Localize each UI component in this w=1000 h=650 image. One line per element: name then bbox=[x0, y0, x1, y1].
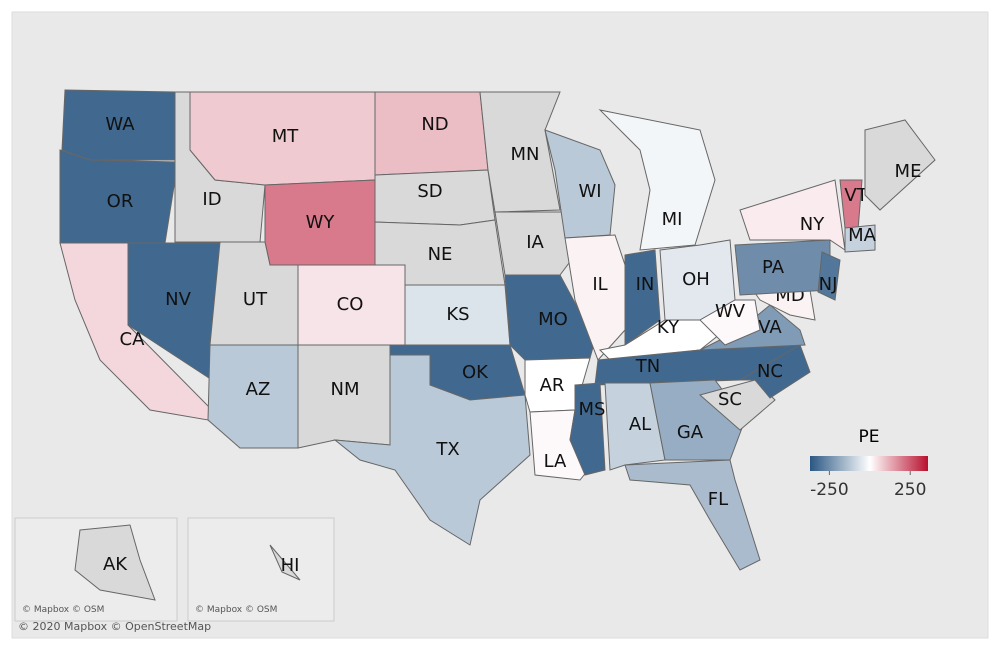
state bbox=[817, 251, 841, 301]
state-label: PA bbox=[762, 257, 785, 278]
state-label: KY bbox=[657, 317, 680, 338]
state-label: NJ bbox=[819, 274, 838, 295]
state bbox=[739, 179, 846, 252]
state-label: TN bbox=[635, 356, 660, 377]
state bbox=[699, 299, 761, 346]
state bbox=[269, 544, 301, 581]
state-label: MI bbox=[662, 209, 683, 230]
state bbox=[74, 524, 156, 601]
hawaii-inset bbox=[187, 517, 335, 622]
state-label: MT bbox=[272, 126, 300, 147]
state-label: LA bbox=[544, 451, 567, 472]
state-label: NC bbox=[757, 361, 783, 382]
state-label: VT bbox=[844, 185, 868, 206]
state-label: CO bbox=[337, 294, 364, 315]
state bbox=[624, 249, 661, 346]
state bbox=[61, 89, 179, 161]
states: WA OR CA NV ID MT WY UT AZ CO NM ND SD NE KS OK TX MN IA MO… bbox=[59, 89, 936, 601]
state-label: GA bbox=[677, 422, 704, 443]
state bbox=[598, 109, 716, 251]
state bbox=[604, 382, 666, 471]
state-label: IN bbox=[636, 274, 655, 295]
state-label: WV bbox=[715, 301, 746, 322]
state-label: UT bbox=[243, 289, 268, 310]
state-label: WY bbox=[306, 212, 336, 233]
state bbox=[864, 119, 936, 211]
state-label: AZ bbox=[246, 379, 271, 400]
state-label: NM bbox=[331, 379, 360, 400]
state-label: ND bbox=[421, 114, 448, 135]
state-label: AL bbox=[629, 414, 651, 435]
attribution: © Mapbox © OSM bbox=[195, 605, 277, 615]
state-label: ME bbox=[895, 161, 922, 182]
state bbox=[569, 382, 606, 476]
attribution: © 2020 Mapbox © OpenStreetMap bbox=[18, 620, 211, 633]
state-label: FL bbox=[708, 489, 728, 510]
state bbox=[479, 91, 561, 213]
state bbox=[333, 354, 531, 546]
state-label: WA bbox=[105, 114, 135, 135]
state-label: TX bbox=[435, 439, 459, 460]
state-label: WI bbox=[578, 181, 601, 202]
state-label: NY bbox=[800, 214, 825, 235]
state bbox=[738, 344, 811, 399]
state-label: MS bbox=[579, 399, 606, 420]
state bbox=[494, 211, 576, 276]
state-label: NE bbox=[428, 244, 453, 265]
legend-bar bbox=[810, 456, 928, 471]
state bbox=[207, 344, 299, 449]
state-label: CA bbox=[120, 329, 146, 350]
state-label: HI bbox=[281, 555, 300, 576]
state bbox=[698, 379, 776, 431]
state-label: OK bbox=[462, 362, 489, 383]
state-label: AK bbox=[103, 554, 128, 575]
state-label: MO bbox=[538, 309, 568, 330]
state-label: ID bbox=[202, 189, 221, 210]
legend-title: PE bbox=[859, 427, 880, 447]
state-label: MN bbox=[511, 144, 540, 165]
state-label: IA bbox=[526, 232, 544, 253]
state bbox=[624, 459, 761, 571]
state-label: NV bbox=[165, 289, 191, 310]
attribution: © Mapbox © OSM bbox=[22, 605, 104, 615]
state bbox=[844, 224, 876, 253]
state-label: OR bbox=[107, 191, 134, 212]
state-label: OH bbox=[682, 269, 710, 290]
state-label: MA bbox=[848, 225, 877, 246]
state-label: AR bbox=[540, 375, 565, 396]
legend-tick-label: 250 bbox=[894, 480, 926, 500]
legend-tick-label: -250 bbox=[810, 480, 849, 500]
state-label: SC bbox=[718, 389, 742, 410]
state-label: VA bbox=[758, 317, 782, 338]
state-label: IL bbox=[592, 274, 607, 295]
state-label: SD bbox=[417, 181, 442, 202]
state-label: KS bbox=[446, 304, 469, 325]
